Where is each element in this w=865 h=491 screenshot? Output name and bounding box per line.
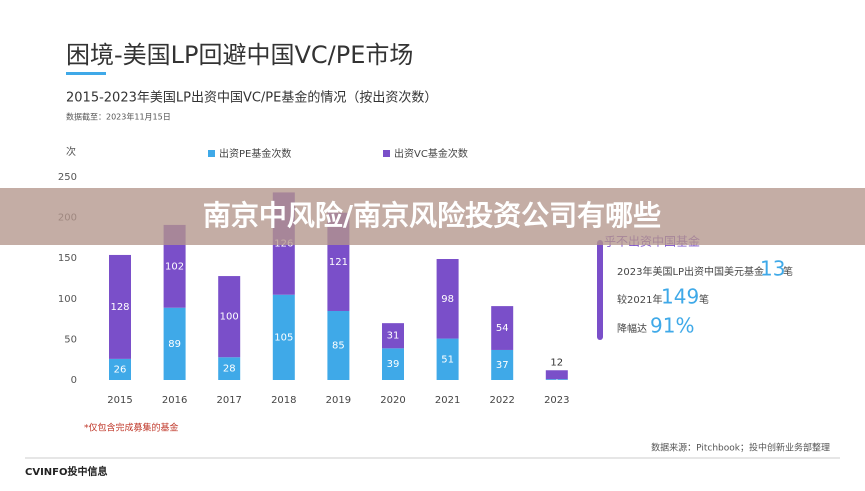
value-label: 28 bbox=[223, 364, 236, 375]
title-underline bbox=[66, 72, 106, 75]
value-label: 39 bbox=[387, 359, 400, 370]
x-tick-label: 2019 bbox=[326, 395, 351, 406]
value-label: 37 bbox=[496, 360, 509, 371]
side-note: 2023年美国LP出资中国美元基金 bbox=[617, 265, 764, 278]
value-label: 98 bbox=[441, 294, 454, 305]
y-tick-label: 150 bbox=[58, 253, 77, 264]
bar-segment bbox=[545, 379, 568, 380]
side-note: 149 bbox=[661, 285, 699, 309]
y-tick-label: 50 bbox=[64, 334, 77, 345]
date-note: 数据截至：2023年11月15日 bbox=[66, 112, 171, 122]
logo: CVINFO投中信息 bbox=[25, 465, 108, 478]
bar-segment bbox=[109, 254, 131, 359]
value-label: 51 bbox=[441, 354, 454, 365]
side-note: 13 bbox=[760, 257, 785, 281]
value-label: 54 bbox=[496, 323, 509, 334]
x-tick-label: 2017 bbox=[216, 395, 241, 406]
chart-title: 困境-美国LP回避中国VC/PE市场 bbox=[66, 41, 413, 69]
total-label: 12 bbox=[550, 357, 563, 368]
legend-swatch bbox=[383, 150, 390, 157]
bar-segment bbox=[218, 357, 241, 380]
value-label: 105 bbox=[274, 332, 293, 343]
side-note: 降幅达 bbox=[617, 322, 647, 335]
value-label: 100 bbox=[220, 312, 239, 323]
bar-segment bbox=[327, 310, 350, 380]
y-axis-label: 次 bbox=[66, 145, 76, 158]
value-label: 31 bbox=[387, 331, 400, 342]
x-tick-label: 2015 bbox=[107, 395, 132, 406]
legend-swatch bbox=[208, 150, 215, 157]
x-tick-label: 2018 bbox=[271, 395, 296, 406]
side-note: 较2021年 bbox=[617, 293, 662, 306]
source: 数据来源：Pitchbook；投中创新业务部整理 bbox=[651, 442, 830, 454]
banner-text: 南京中风险/南京风险投资公司有哪些 bbox=[203, 199, 661, 232]
bar-segment bbox=[491, 349, 514, 380]
y-tick-label: 100 bbox=[58, 294, 77, 305]
bar-segment bbox=[163, 307, 186, 380]
value-label: 89 bbox=[168, 339, 181, 350]
value-label: 128 bbox=[110, 302, 129, 313]
value-label: 85 bbox=[332, 340, 345, 351]
x-tick-label: 2023 bbox=[544, 395, 569, 406]
value-label: 1 bbox=[554, 375, 560, 386]
bar-segment bbox=[272, 294, 295, 380]
x-tick-label: 2020 bbox=[380, 395, 405, 406]
legend-label: 出资PE基金次数 bbox=[219, 147, 291, 160]
side-note: 笔 bbox=[783, 265, 793, 278]
value-label: 26 bbox=[114, 364, 127, 375]
x-tick-label: 2022 bbox=[489, 395, 514, 406]
value-label: 121 bbox=[329, 257, 348, 268]
y-tick-label: 250 bbox=[58, 172, 77, 183]
bar-segment bbox=[436, 259, 459, 339]
bar-segment bbox=[382, 323, 404, 349]
bar-segment bbox=[218, 276, 241, 358]
bar-segment bbox=[163, 224, 186, 308]
x-tick-label: 2016 bbox=[162, 395, 187, 406]
value-label: 102 bbox=[165, 261, 184, 272]
bar-segment bbox=[109, 358, 131, 380]
y-tick-label: 0 bbox=[71, 375, 77, 386]
side-bracket bbox=[597, 240, 603, 340]
footnote: *仅包含完成募集的基金 bbox=[84, 422, 179, 434]
banner-bg bbox=[0, 188, 865, 245]
subtitle: 2015-2023年美国LP出资中国VC/PE基金的情况（按出资次数） bbox=[66, 90, 437, 106]
side-note: 笔 bbox=[699, 293, 709, 306]
bar-segment bbox=[436, 338, 459, 380]
bar-segment bbox=[491, 306, 514, 350]
bar-segment bbox=[545, 370, 568, 380]
bar-segment bbox=[382, 348, 404, 380]
x-tick-label: 2021 bbox=[435, 395, 460, 406]
legend-label: 出资VC基金次数 bbox=[394, 147, 468, 160]
side-note: 91% bbox=[650, 314, 694, 338]
